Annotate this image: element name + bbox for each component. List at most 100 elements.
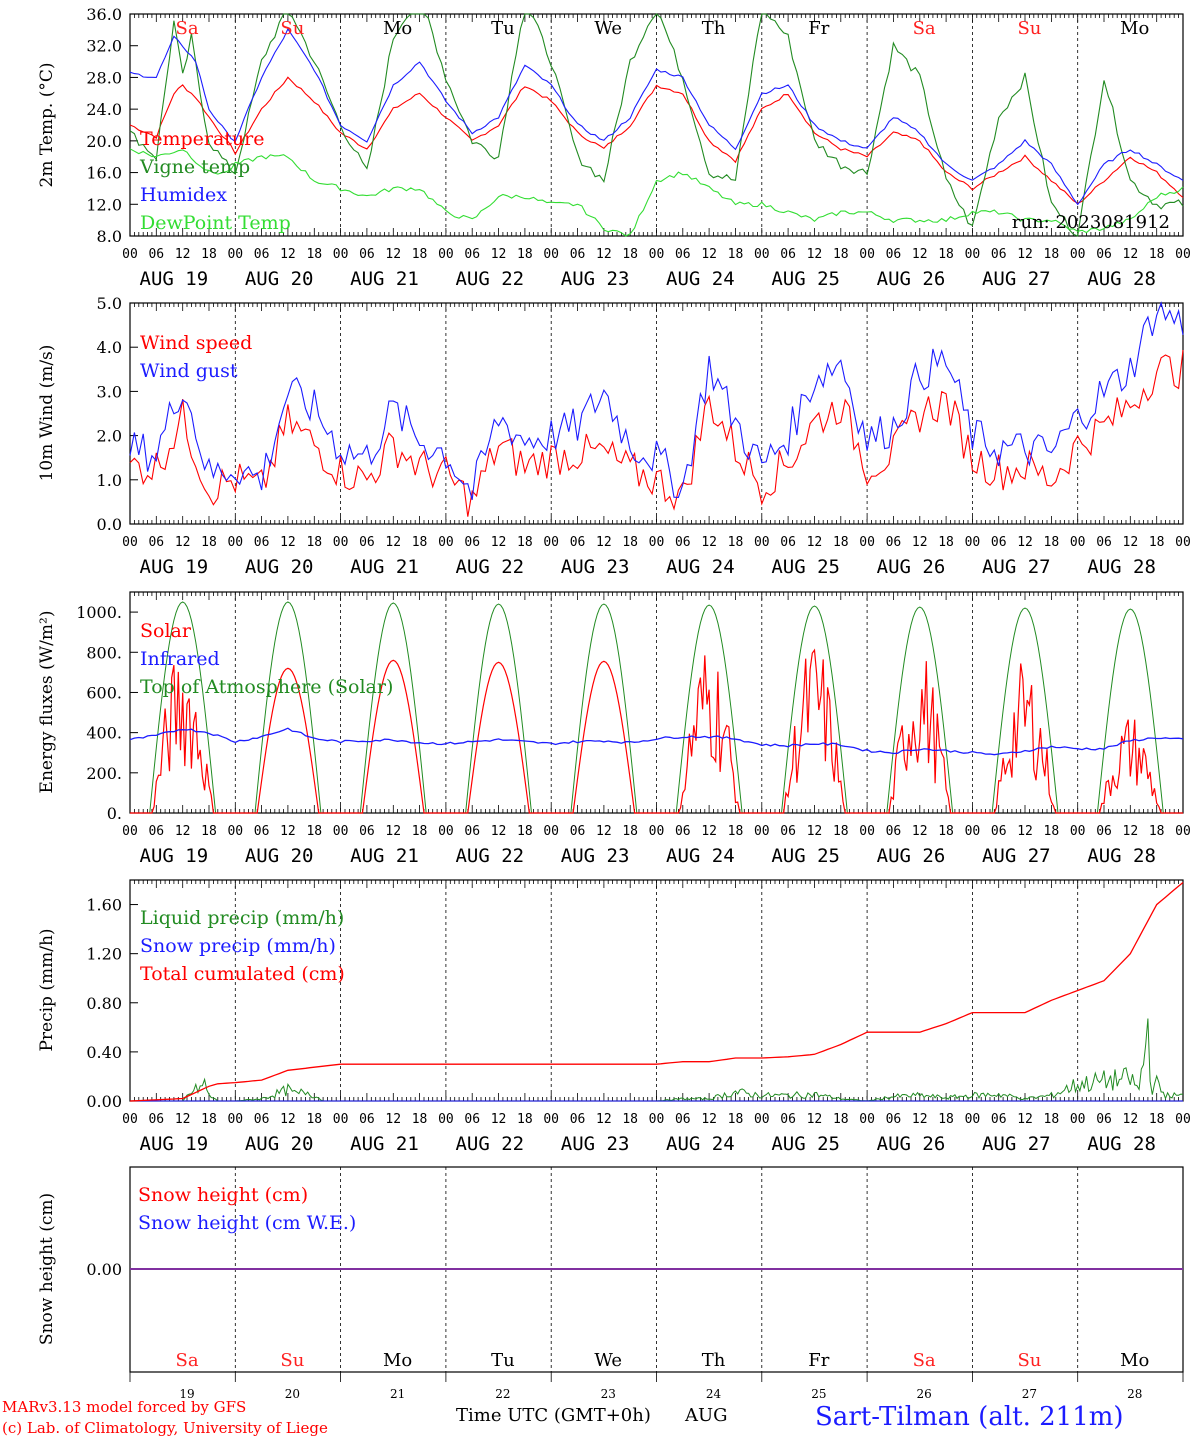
hour-tick-label: 06 — [675, 535, 691, 550]
date-label: AUG 23 — [561, 1133, 630, 1155]
hour-tick-label: 12 — [491, 535, 507, 550]
hour-tick-label: 06 — [570, 247, 586, 262]
hour-tick-label: 06 — [464, 824, 480, 839]
hour-tick-label: 18 — [201, 247, 217, 262]
hour-tick-label: 18 — [728, 824, 744, 839]
hour-tick-label: 06 — [780, 824, 796, 839]
date-label: AUG 26 — [877, 845, 946, 867]
hour-tick-label: 06 — [1096, 824, 1112, 839]
date-label: AUG 19 — [140, 1133, 209, 1155]
hour-tick-label: 00 — [754, 1112, 770, 1127]
hour-tick-label: 06 — [359, 535, 375, 550]
hour-tick-label: 12 — [385, 824, 401, 839]
hour-tick-label: 18 — [622, 1112, 638, 1127]
hour-tick-label: 06 — [254, 535, 270, 550]
date-label: AUG 23 — [561, 845, 630, 867]
hour-tick-label: 06 — [570, 824, 586, 839]
station-label: Sart-Tilman (alt. 211m) — [815, 1402, 1124, 1432]
hour-tick-label: 00 — [1070, 535, 1086, 550]
hour-tick-label: 00 — [438, 247, 454, 262]
hour-tick-label: 18 — [938, 1112, 954, 1127]
day-name-label: Mo — [383, 18, 412, 39]
hour-tick-label: 18 — [938, 824, 954, 839]
y-tick-label: 32.0 — [86, 37, 122, 56]
date-label: AUG 26 — [877, 1133, 946, 1155]
hour-tick-label: 18 — [1044, 824, 1060, 839]
day-name-label: Th — [702, 18, 726, 39]
hour-tick-label: 06 — [780, 247, 796, 262]
date-label: AUG 24 — [666, 845, 735, 867]
hour-tick-label: 06 — [359, 1112, 375, 1127]
date-label: AUG 28 — [1087, 845, 1156, 867]
day-name-label: Su — [280, 1350, 304, 1371]
y-tick-label: 4.0 — [97, 338, 122, 357]
day-name-label: Su — [280, 18, 304, 39]
date-label: AUG 25 — [771, 845, 840, 867]
hour-tick-label: 18 — [1149, 247, 1165, 262]
y-tick-label: 0.00 — [86, 1092, 122, 1111]
hour-tick-label: 00 — [438, 535, 454, 550]
hour-tick-label: 12 — [912, 824, 928, 839]
day-name-label: Mo — [383, 1350, 412, 1371]
day-date-label: 20 — [285, 1387, 300, 1401]
hour-tick-label: 06 — [675, 824, 691, 839]
legend-entry: Vigne temp — [139, 156, 250, 178]
hour-tick-label: 06 — [886, 824, 902, 839]
hour-tick-label: 18 — [517, 247, 533, 262]
hour-tick-label: 18 — [306, 247, 322, 262]
hour-tick-label: 18 — [517, 1112, 533, 1127]
hour-tick-label: 12 — [175, 1112, 191, 1127]
day-date-label: 27 — [1022, 1387, 1037, 1401]
date-label: AUG 27 — [982, 268, 1051, 290]
day-date-label: 28 — [1127, 1387, 1142, 1401]
hour-tick-label: 18 — [728, 1112, 744, 1127]
hour-tick-label: 06 — [464, 247, 480, 262]
hour-tick-label: 00 — [438, 1112, 454, 1127]
hour-tick-label: 12 — [912, 247, 928, 262]
day-name-label: Sa — [913, 1350, 936, 1371]
date-label: AUG 24 — [666, 1133, 735, 1155]
hour-tick-label: 18 — [201, 535, 217, 550]
y-tick-label: 5.0 — [97, 294, 122, 313]
hour-tick-label: 00 — [333, 1112, 349, 1127]
date-label: AUG 21 — [350, 1133, 419, 1155]
day-name-label: Su — [1017, 18, 1041, 39]
date-label: AUG 26 — [877, 268, 946, 290]
legend-entry: Snow precip (mm/h) — [140, 935, 336, 957]
y-tick-label: 12.0 — [86, 195, 122, 214]
hour-tick-label: 00 — [1070, 1112, 1086, 1127]
hour-tick-label: 00 — [649, 247, 665, 262]
legend-entry: Solar — [140, 620, 192, 642]
y-axis-label: Precip (mm/h) — [37, 928, 57, 1051]
hour-tick-label: 00 — [965, 247, 981, 262]
date-label: AUG 28 — [1087, 1133, 1156, 1155]
hour-tick-label: 18 — [412, 247, 428, 262]
hour-tick-label: 12 — [596, 824, 612, 839]
hour-tick-label: 06 — [991, 535, 1007, 550]
hour-tick-label: 00 — [1175, 247, 1191, 262]
y-tick-label: 0. — [107, 804, 122, 823]
hour-tick-label: 18 — [1149, 535, 1165, 550]
date-label: AUG 22 — [455, 268, 524, 290]
hour-tick-label: 12 — [1017, 824, 1033, 839]
y-axis-label: 2m Temp. (°C) — [37, 62, 57, 187]
hour-tick-label: 00 — [333, 824, 349, 839]
date-label: AUG 21 — [350, 556, 419, 578]
date-label: AUG 28 — [1087, 268, 1156, 290]
hour-tick-label: 12 — [1017, 1112, 1033, 1127]
day-name-label: We — [594, 1350, 622, 1371]
hour-tick-label: 06 — [254, 247, 270, 262]
hour-tick-label: 18 — [833, 247, 849, 262]
x-ticks — [129, 1372, 1184, 1382]
hour-tick-label: 06 — [1096, 535, 1112, 550]
hour-tick-label: 00 — [543, 824, 559, 839]
hour-tick-label: 12 — [807, 824, 823, 839]
date-label: AUG 20 — [245, 1133, 314, 1155]
y-tick-label: 600. — [86, 683, 122, 702]
hour-tick-label: 06 — [254, 824, 270, 839]
hour-tick-label: 06 — [464, 535, 480, 550]
day-name-label: Mo — [1120, 18, 1149, 39]
y-tick-label: 3.0 — [97, 382, 122, 401]
hour-tick-label: 12 — [596, 247, 612, 262]
hour-tick-label: 12 — [1123, 1112, 1139, 1127]
